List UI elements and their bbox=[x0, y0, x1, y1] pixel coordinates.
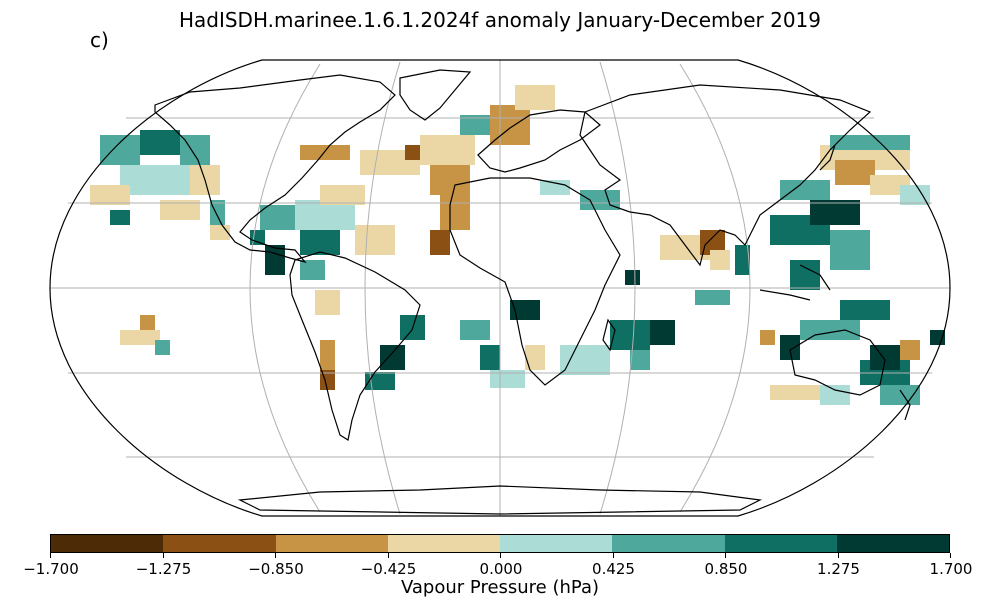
anomaly-cell bbox=[120, 330, 160, 345]
anomaly-cell bbox=[560, 345, 610, 375]
anomaly-cell bbox=[380, 345, 405, 370]
colorbar-label: Vapour Pressure (hPa) bbox=[400, 577, 600, 598]
anomaly-cell bbox=[460, 115, 490, 135]
graticule bbox=[50, 60, 950, 516]
colorbar-segment bbox=[163, 535, 276, 552]
anomaly-cell bbox=[510, 300, 540, 320]
anomaly-cell bbox=[870, 345, 900, 370]
anomaly-cell bbox=[320, 185, 365, 205]
colorbar-tick-label: −0.850 bbox=[248, 560, 304, 578]
colorbar-tick bbox=[50, 553, 51, 558]
anomaly-cell bbox=[770, 385, 820, 400]
anomaly-cell bbox=[155, 340, 170, 355]
anomaly-cell bbox=[210, 200, 225, 225]
colorbar-tick-label: −1.700 bbox=[23, 560, 79, 578]
panel-label: c) bbox=[90, 28, 109, 52]
colorbar-tick bbox=[162, 553, 164, 558]
colorbar-tick bbox=[837, 553, 839, 558]
anomaly-cell bbox=[900, 185, 930, 205]
colorbar-tick-label: −0.425 bbox=[360, 560, 417, 578]
anomaly-cell bbox=[250, 230, 265, 245]
anomaly-cell bbox=[880, 385, 920, 405]
anomaly-cell bbox=[900, 340, 920, 360]
colorbar-tick-label: 1.700 bbox=[929, 560, 973, 578]
anomaly-cell bbox=[440, 195, 470, 230]
anomaly-cell bbox=[830, 135, 910, 150]
colorbar-tick bbox=[500, 553, 501, 558]
colorbar-segment bbox=[387, 535, 500, 552]
map-title: HadISDH.marinee.1.6.1.2024f anomaly Janu… bbox=[178, 8, 822, 32]
colorbar-tick-label: 0.425 bbox=[592, 560, 635, 578]
anomaly-cell bbox=[420, 135, 475, 165]
anomaly-cell bbox=[515, 85, 555, 110]
coastlines bbox=[154, 69, 911, 515]
anomaly-cell bbox=[610, 320, 650, 350]
anomaly-cell bbox=[760, 330, 775, 345]
colorbar-segment bbox=[724, 535, 837, 552]
anomaly-cell bbox=[800, 320, 860, 340]
anomaly-cell bbox=[320, 340, 335, 370]
anomaly-cell bbox=[110, 210, 130, 225]
anomaly-cell bbox=[265, 245, 285, 275]
map-boundary bbox=[49, 59, 951, 517]
colorbar-tick-label: 1.275 bbox=[817, 560, 860, 578]
colorbar-tick-label: 0.850 bbox=[704, 560, 748, 578]
anomaly-cell bbox=[480, 345, 500, 370]
anomaly-cell bbox=[540, 180, 570, 195]
colorbar-tick bbox=[387, 553, 389, 558]
anomaly-cell bbox=[140, 315, 155, 330]
anomaly-cell bbox=[790, 260, 820, 290]
anomaly-cell bbox=[430, 230, 450, 255]
anomaly-cell bbox=[90, 185, 130, 205]
colorbar-segment bbox=[51, 535, 164, 552]
anomaly-cell bbox=[735, 245, 750, 275]
anomaly-cell bbox=[120, 165, 190, 195]
anomaly-cell bbox=[100, 135, 140, 165]
anomaly-cell bbox=[355, 225, 395, 255]
colorbar-segment bbox=[612, 535, 725, 552]
anomaly-cell bbox=[630, 350, 650, 370]
anomaly-cell bbox=[300, 145, 350, 160]
colorbar-tick-label: 0.000 bbox=[479, 560, 523, 578]
anomaly-cell bbox=[160, 200, 200, 220]
anomaly-cells bbox=[90, 85, 945, 405]
colorbar-segment bbox=[500, 535, 613, 552]
anomaly-cell bbox=[625, 270, 640, 285]
colorbar-tick bbox=[725, 553, 726, 558]
colorbar-tick-label: −1.275 bbox=[135, 560, 192, 578]
world-map bbox=[49, 59, 951, 517]
anomaly-cell bbox=[260, 205, 295, 230]
colorbar-tick bbox=[950, 553, 951, 558]
anomaly-cell bbox=[490, 370, 525, 388]
colorbar-segment bbox=[836, 535, 949, 552]
anomaly-cell bbox=[840, 300, 890, 320]
anomaly-cell bbox=[525, 345, 545, 370]
anomaly-cell bbox=[460, 320, 490, 340]
anomaly-cell bbox=[710, 250, 730, 270]
anomaly-cell bbox=[430, 165, 470, 195]
anomaly-cell bbox=[140, 130, 180, 155]
anomaly-cell bbox=[300, 230, 340, 255]
anomaly-cell bbox=[830, 230, 870, 270]
colorbar-tick bbox=[612, 553, 614, 558]
anomaly-cell bbox=[780, 180, 830, 200]
colorbar-segment bbox=[275, 535, 388, 552]
anomaly-cell bbox=[835, 160, 875, 185]
anomaly-cell bbox=[650, 320, 675, 345]
anomaly-cell bbox=[315, 290, 340, 315]
anomaly-cell bbox=[695, 290, 730, 305]
colorbar-tick bbox=[275, 553, 276, 558]
anomaly-cell bbox=[300, 260, 325, 280]
anomaly-cell bbox=[780, 335, 800, 360]
colorbar bbox=[50, 534, 950, 553]
anomaly-cell bbox=[820, 385, 850, 405]
anomaly-cell bbox=[810, 200, 860, 225]
